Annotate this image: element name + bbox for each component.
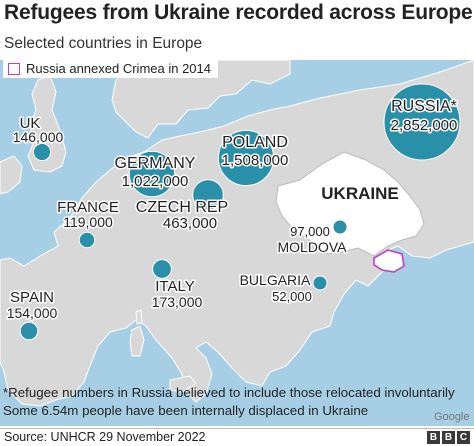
bubble-italy [152,259,172,279]
country-name-france: FRANCE [57,199,119,216]
google-credit: Google [434,411,470,423]
source-text: Source: UNHCR 29 November 2022 [4,430,206,444]
bbc-logo-letter: B [427,431,440,444]
bubble-germany [128,150,176,198]
crimea-shape [373,249,405,273]
bubble-bulgaria [312,275,328,291]
legend: Russia annexed Crimea in 2014 [3,59,218,78]
sicily-shape [169,375,197,393]
sardinia-shape [129,325,145,357]
refugee-count-france: 119,000 [63,214,113,230]
country-name-czech: CZECH REP [136,199,228,216]
ireland-shape [0,155,23,195]
bubble-moldova [332,219,348,235]
country-name-germany: GERMANY [115,155,196,172]
country-name-spain: SPAIN [10,289,54,306]
legend-swatch [8,62,20,75]
country-name-poland: POLAND [222,134,288,151]
ukraine-shape [275,151,425,257]
bubble-czech [192,179,224,211]
refugee-count-uk: 146,000 [13,129,64,145]
refugee-count-germany: 1,022,000 [122,173,189,190]
bubble-russia [383,83,461,161]
footnotes: *Refugee numbers in Russia believed to i… [3,384,455,419]
country-name-russia: RUSSIA* [391,98,457,115]
bubble-uk [32,142,52,162]
refugee-count-czech: 463,000 [163,215,217,232]
refugee-count-spain: 154,000 [7,305,58,321]
refugee-count-poland: 1,508,000 [222,152,289,169]
refugee-count-russia: 2,852,000 [391,117,458,134]
land-masses [0,59,474,407]
footer: Source: UNHCR 29 November 2022 B B C [0,428,474,446]
footnote-displaced: Some 6.54m people have been internally d… [3,402,369,418]
refugee-count-italy: 173,000 [152,294,203,310]
bubble-poland [217,129,275,187]
bbc-logo: B B C [427,431,470,444]
corsica-shape [135,309,143,325]
footnote-russia: *Refugee numbers in Russia believed to i… [3,385,455,400]
country-name-moldova: MOLDOVA [278,239,348,255]
refugee-count-bulgaria: 52,000 [272,289,312,304]
ukraine-label: UKRAINE [321,184,398,203]
country-name-bulgaria: BULGARIA [240,272,311,288]
europe-map: UK 146,000 FRANCE 119,000 SPAIN 154,000 GERMAN… [0,59,474,426]
bubbles [19,83,461,341]
continent-shape [0,59,474,407]
refugee-count-moldova: 97,000 [290,224,330,239]
page-title: Refugees from Ukraine recorded across Eu… [4,1,473,24]
country-name-italy: ITALY [155,278,194,295]
bubble-spain [19,321,39,341]
scandinavia-shape [111,59,291,139]
country-name-uk: UK [20,115,41,132]
legend-label: Russia annexed Crimea in 2014 [26,61,211,76]
bbc-logo-letter: C [457,431,470,444]
bbc-logo-letter: B [442,431,455,444]
page-subtitle: Selected countries in Europe [4,35,203,52]
bubble-france [78,231,96,249]
